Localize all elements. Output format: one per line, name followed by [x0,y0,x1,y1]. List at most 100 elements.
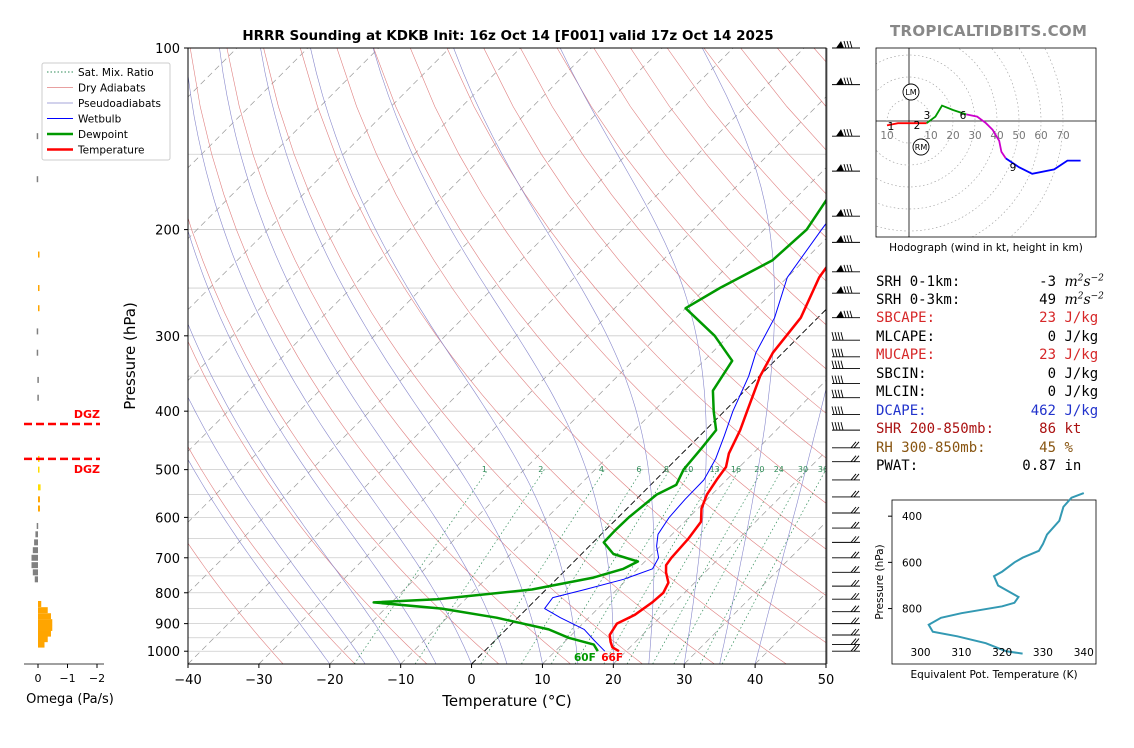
pseudoadiabat [559,48,707,664]
wind-barb [831,360,860,370]
mixing-ratio-label: 24 [774,465,784,474]
mixing-ratio-line [721,469,826,664]
dgz-label: DGZ [74,463,100,476]
theta-e-y-tick-label: 600 [902,557,922,569]
omega-tick-label: 0 [35,672,42,685]
temperature-tick-label: 50 [818,673,835,688]
stat-row: RH 300-850mb: 45 % [876,440,1073,456]
skewt-plot: 1 2 4 6 8 10 13 16 20 24 30 36 [188,48,828,664]
wind-barb [832,628,860,636]
pressure-tick-label: 300 [155,330,180,345]
pressure-tick-label: 700 [155,552,180,567]
wind-barb [832,235,860,243]
temperature-tick-label: −30 [245,673,272,688]
pseudoadiabat [188,229,437,664]
pressure-tick-label: 800 [155,587,180,602]
mixing-ratio-label: 2 [538,465,543,474]
dry-adiabat [520,48,826,414]
stat-unit: J/kg [1064,402,1099,419]
mixing-ratio-label: 8 [664,465,669,474]
pressure-tick-label: 500 [155,464,180,479]
mixing-ratio-label: 36 [818,465,828,474]
stat-unit: m2s−2 [1064,291,1104,309]
omega-bar [36,328,39,335]
isotherm-line [188,48,663,523]
omega-bar [38,641,45,648]
dry-adiabat [336,48,826,643]
hodograph-trace [966,113,1007,159]
temperature-tick-label: 10 [534,673,551,688]
legend: Sat. Mix. Ratio Dry Adiabats Pseudoadiabat… [41,62,171,161]
stat-row: SRH 0-3km: 49 m2s−2 [876,292,1104,309]
stat-unit: J/kg [1064,328,1099,345]
legend-label: Wetbulb [78,114,122,126]
isotherm-line [471,308,826,664]
stat-value: 86 [1039,421,1056,437]
hodograph-ring-label: 20 [946,130,959,142]
wind-barb [832,566,860,573]
mixing-ratio-line [652,469,763,664]
pseudoadiabat [188,396,366,664]
mixing-ratio-label: 20 [754,465,764,474]
stat-value: -3 [1039,273,1056,290]
omega-bar [38,466,40,473]
isotherm-line [613,450,826,664]
mixing-ratio-line [603,469,719,664]
hodograph-ring-label: 10 [880,130,893,142]
dry-adiabat [410,48,826,550]
dry-adiabat [483,48,826,459]
pressure-tick-label: 200 [155,224,180,239]
stat-unit: J/kg [1064,384,1099,400]
omega-bar [36,133,39,140]
chart-title: HRRR Sounding at KDKB Init: 16z Oct 14 [… [242,28,773,44]
legend-label: Dry Adiabats [78,83,146,95]
hodograph-ring [876,48,998,210]
wind-barb [832,209,860,217]
stat-value: 49 [1039,292,1056,309]
omega-bar [38,619,53,626]
mixing-ratio-line [414,469,545,664]
stat-unit: kt [1064,421,1082,437]
dry-adiabat [188,542,284,664]
pseudoadiabat [219,48,508,664]
isotherm-line [329,167,826,664]
omega-bar [38,636,48,643]
omega-bar [36,522,39,529]
x-axis-label: Temperature (°C) [441,692,571,710]
omega-tick-label: −1 [59,672,75,685]
wind-barb [832,164,860,172]
hodograph-ring-label: 50 [1012,130,1025,142]
stat-label: MUCAPE: [876,347,936,363]
stat-unit: J/kg [1064,310,1099,326]
dry-adiabat [189,48,571,664]
pressure-tick-label: 1000 [147,645,180,660]
theta-e-y-label: Pressure (hPa) [874,544,886,619]
wind-barb [832,40,860,49]
theta-e-line [927,492,1085,655]
y-axis-label: Pressure (hPa) [121,302,139,410]
hodograph-caption: Hodograph (wind in kt, height in km) [889,242,1083,254]
omega-bar [35,531,38,538]
wind-barb [832,490,860,498]
mixing-ratio-line [550,469,670,664]
pseudoadiabat [453,48,655,664]
mixing-ratio-line [480,469,606,664]
wind-barb [832,592,860,600]
stat-row: SBCIN: 0 J/kg [876,366,1098,382]
mixing-ratio-label: 6 [636,465,641,474]
stat-row: MLCAPE: 0 J/kg [876,329,1098,345]
dry-adiabat [300,48,787,664]
temperature-tick-label: 20 [605,673,622,688]
stat-value: 45 [1039,439,1056,456]
hodograph-height-label: 3 [924,110,931,122]
stat-row: SBCAPE: 23 J/kg [876,310,1098,326]
pseudoadiabat [260,48,543,664]
hodograph-height-label: 1 [888,121,895,133]
isotherm-line [188,48,734,594]
stat-label: MLCIN: [876,384,927,400]
theta-e-frame [891,499,1097,665]
theta-e-x-tick-label: 300 [911,647,931,659]
wind-barb [832,473,860,481]
temperature-profile [608,265,826,653]
stat-value: 23 [1039,347,1056,363]
